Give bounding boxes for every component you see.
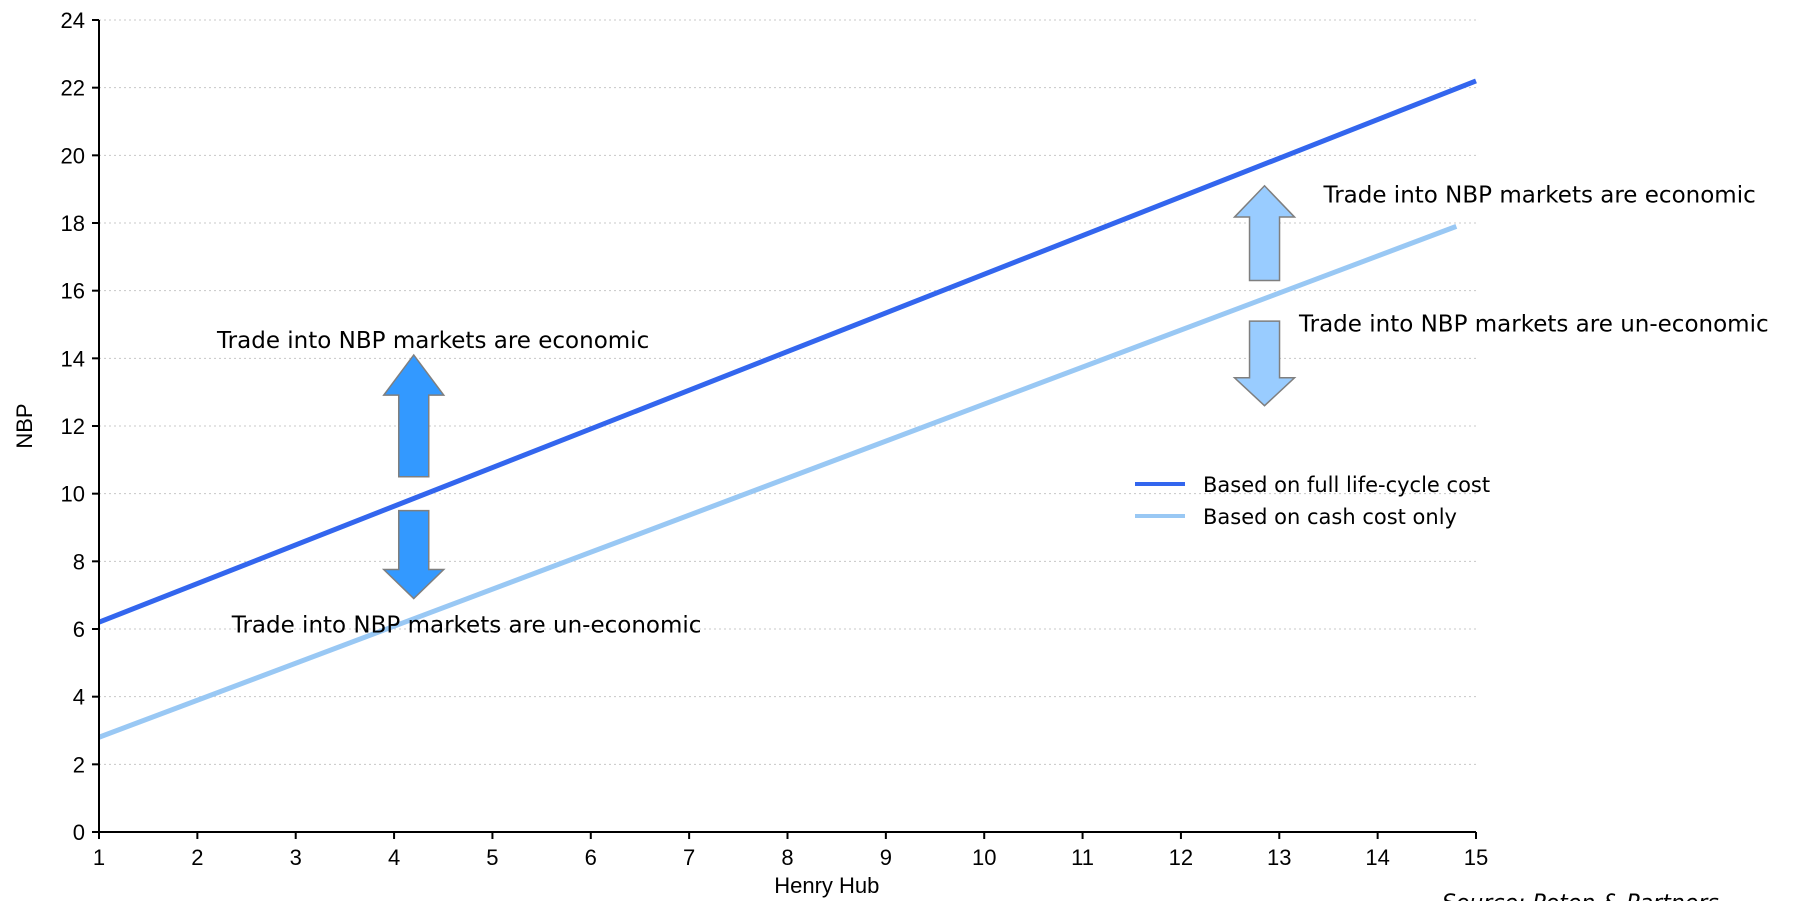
source-note: Source: Poten & Partners	[1442, 891, 1719, 901]
x-tick-label: 9	[880, 845, 892, 870]
annotation-text: Trade into NBP markets are economic	[1323, 183, 1756, 209]
block-arrow-down	[381, 509, 446, 600]
x-tick-label: 10	[972, 845, 996, 870]
y-tick-label: 4	[73, 685, 85, 710]
x-tick-label: 11	[1071, 845, 1094, 870]
x-tick-label: 7	[683, 845, 695, 870]
x-tick-label: 12	[1169, 845, 1193, 870]
annotation-text: Trade into NBP markets are un-economic	[231, 612, 702, 638]
x-tick-label: 13	[1267, 845, 1291, 870]
x-tick-label: 3	[290, 845, 302, 870]
x-tick-label: 5	[486, 845, 498, 870]
annotation-text: Trade into NBP markets are economic	[216, 328, 649, 354]
y-tick-label: 14	[61, 346, 85, 371]
block-arrow-up	[1232, 184, 1297, 282]
x-tick-label: 1	[93, 845, 105, 870]
y-tick-label: 18	[61, 211, 85, 236]
series-lines	[98, 78, 1477, 740]
y-axis-title: NBP	[12, 403, 37, 448]
legend-label: Based on cash cost only	[1203, 505, 1457, 529]
series-line-0	[98, 78, 1477, 625]
x-tick-label: 8	[781, 845, 793, 870]
y-tick-label: 0	[73, 820, 85, 845]
y-tick-label: 10	[61, 482, 85, 507]
block-arrow-up	[382, 353, 446, 478]
y-tick-label: 8	[73, 549, 85, 574]
y-tick-label: 22	[61, 76, 85, 101]
axes	[92, 19, 1477, 839]
y-tick-label: 20	[61, 143, 85, 168]
y-tick-label: 6	[73, 617, 85, 642]
x-axis-title: Henry Hub	[774, 873, 879, 898]
x-tick-label: 2	[191, 845, 203, 870]
x-tick-label: 4	[388, 845, 400, 870]
legend: Based on full life-cycle cost Based on ca…	[1135, 473, 1490, 529]
y-tick-label: 24	[61, 8, 85, 33]
legend-label: Based on full life-cycle cost	[1203, 473, 1490, 497]
series-line-1	[98, 224, 1458, 740]
x-tick-label: 15	[1464, 845, 1488, 870]
annotation-text: Trade into NBP markets are un-economic	[1298, 311, 1769, 337]
block-arrow-down	[1232, 320, 1297, 407]
y-tick-label: 12	[61, 414, 85, 439]
y-tick-label: 16	[61, 279, 85, 304]
y-tick-label: 2	[73, 752, 85, 777]
arrows	[381, 184, 1297, 600]
annotations: Trade into NBP markets are economic Trade…	[216, 183, 1769, 639]
x-tick-label: 14	[1365, 845, 1389, 870]
x-tick-label: 6	[585, 845, 597, 870]
